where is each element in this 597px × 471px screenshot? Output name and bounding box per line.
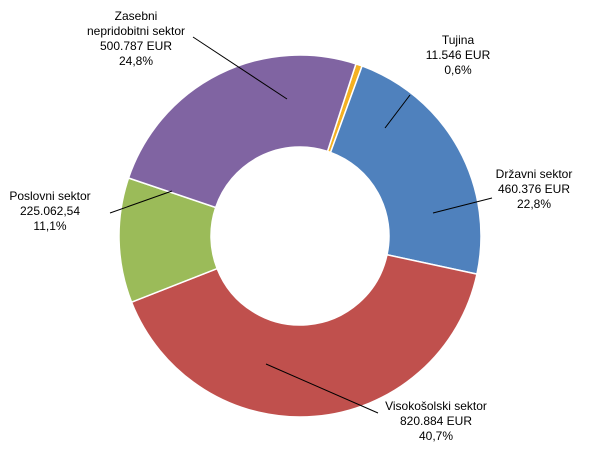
leader-line-visokošolski-sektor bbox=[265, 363, 379, 414]
data-label-tujina: Tujina 11.546 EUR 0,6% bbox=[426, 33, 491, 77]
data-label-line: Poslovni sektor bbox=[9, 189, 90, 203]
data-label-zasebni-nepridobitni-sektor: Zasebni nepridobitni sektor 500.787 EUR 24,… bbox=[87, 9, 185, 68]
data-label-line: 40,7% bbox=[419, 429, 453, 443]
data-label-poslovni-sektor: Poslovni sektor 225.062,54 11,1% bbox=[9, 189, 90, 233]
slice-visokošolski-sektor bbox=[130, 253, 478, 418]
slice-državni-sektor bbox=[329, 65, 482, 276]
data-label-line: 820.884 EUR bbox=[400, 414, 472, 428]
data-label-line: Tujina bbox=[442, 33, 475, 47]
data-label-line: 225.062,54 bbox=[20, 204, 80, 218]
leader-line-državni-sektor bbox=[432, 197, 493, 214]
data-label-line: 460.376 EUR bbox=[498, 182, 570, 196]
data-label-državni-sektor: Državni sektor 460.376 EUR 22,8% bbox=[496, 167, 573, 211]
leader-line-zasebni-nepridobitni-sektor bbox=[192, 36, 288, 100]
slices-group bbox=[118, 54, 482, 418]
leader-line-tujina bbox=[384, 94, 411, 129]
data-label-visokošolski-sektor: Visokošolski sektor 820.884 EUR 40,7% bbox=[385, 399, 487, 443]
data-label-line: 22,8% bbox=[517, 197, 551, 211]
slice-zasebni-nepridobitni-sektor bbox=[127, 54, 357, 209]
data-label-line: Državni sektor bbox=[496, 167, 573, 181]
data-label-line: Zasebni bbox=[115, 9, 158, 23]
labels-group: Tujina 11.546 EUR 0,6% Državni sektor 460.37… bbox=[9, 9, 572, 443]
data-label-line: 11.546 EUR bbox=[426, 48, 491, 62]
data-label-line: 24,8% bbox=[119, 54, 153, 68]
data-label-line: 11,1% bbox=[33, 219, 66, 233]
data-label-line: 0,6% bbox=[444, 63, 472, 77]
leader-line-poslovni-sektor bbox=[109, 190, 173, 214]
data-label-line: Visokošolski sektor bbox=[385, 399, 487, 413]
data-label-line: 500.787 EUR bbox=[100, 39, 172, 53]
data-label-line: nepridobitni sektor bbox=[87, 24, 185, 38]
